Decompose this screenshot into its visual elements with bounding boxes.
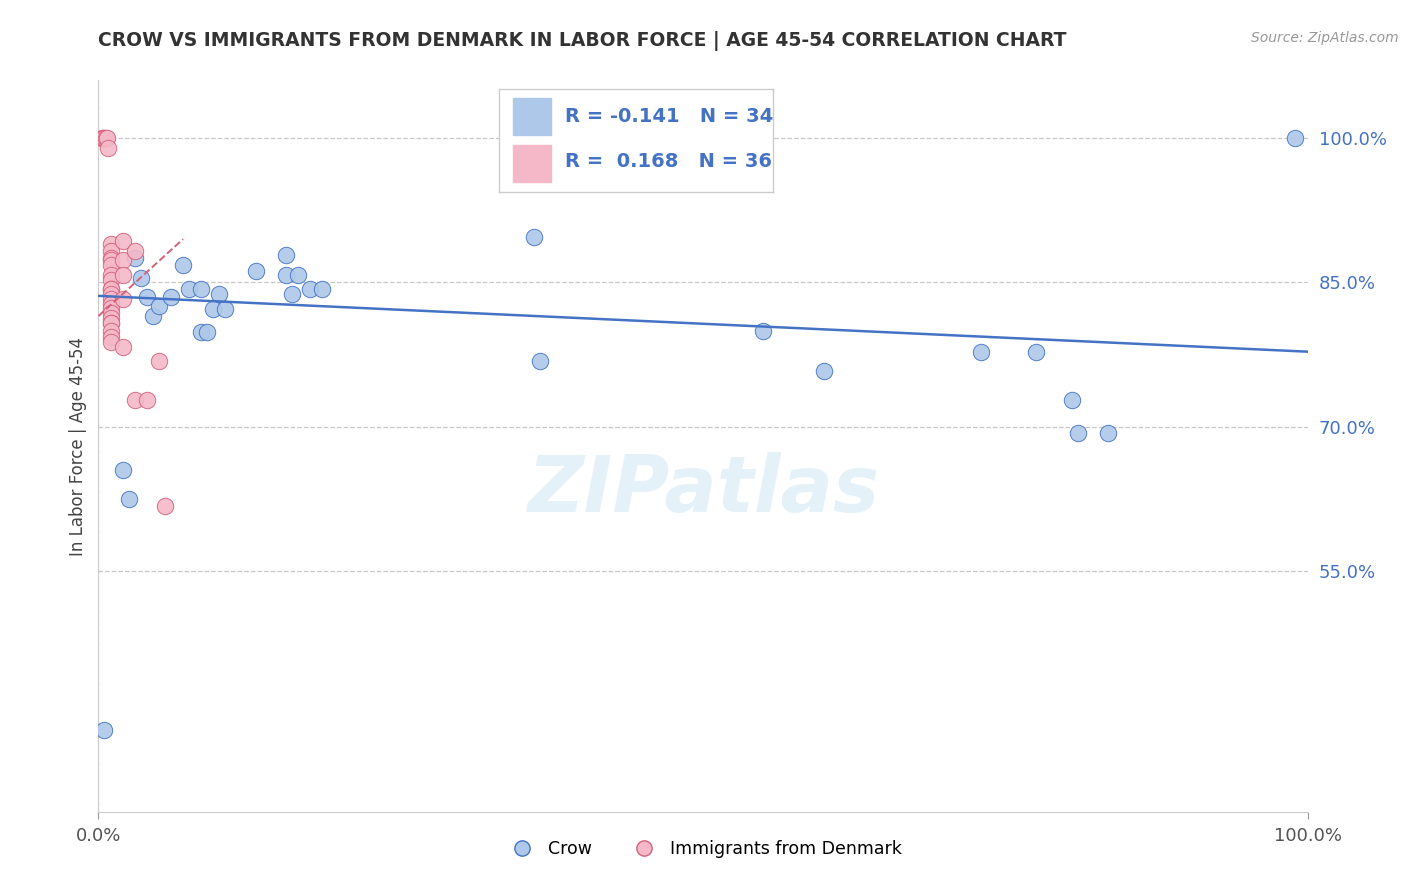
Point (1060, 392, 1083, 407)
Point (195, 326, 218, 340)
Point (100, 316, 122, 330)
Point (245, 264, 267, 278)
Text: R =  0.168   N = 36: R = 0.168 N = 36 (565, 152, 772, 170)
Text: Source: ZipAtlas.com: Source: ZipAtlas.com (1251, 31, 1399, 45)
Point (208, 287, 231, 301)
Point (274, 268, 297, 282)
Point (311, 282, 333, 296)
Point (190, 282, 212, 296)
Point (1097, 426, 1119, 441)
Point (153, 499, 176, 513)
Point (129, 270, 152, 285)
Point (135, 392, 157, 407)
Point (100, 244, 122, 258)
Point (1024, 344, 1046, 359)
Y-axis label: In Labor Force | Age 45-54: In Labor Force | Age 45-54 (69, 336, 87, 556)
Point (100, 311, 122, 326)
Point (179, 282, 201, 296)
Text: CROW VS IMMIGRANTS FROM DENMARK IN LABOR FORCE | AGE 45-54 CORRELATION CHART: CROW VS IMMIGRANTS FROM DENMARK IN LABOR… (98, 31, 1067, 51)
Point (148, 300, 170, 314)
Point (100, 306, 122, 320)
Point (752, 324, 775, 338)
Point (100, 330, 122, 344)
Point (111, 463, 134, 477)
Point (111, 340, 134, 354)
Point (190, 326, 212, 340)
Point (124, 392, 146, 407)
Point (93, 131, 115, 145)
Point (281, 287, 304, 301)
Point (100, 301, 122, 316)
Point (94, 131, 117, 145)
Point (100, 316, 122, 330)
Point (100, 252, 122, 266)
Point (100, 268, 122, 282)
Point (160, 290, 183, 304)
Point (97, 141, 120, 155)
Point (100, 282, 122, 296)
Point (124, 244, 146, 258)
Point (91, 131, 114, 145)
Point (100, 324, 122, 338)
Point (1284, 131, 1306, 145)
Point (172, 258, 194, 272)
Point (118, 491, 141, 506)
Text: ZIPatlas: ZIPatlas (527, 452, 879, 528)
Legend: Crow, Immigrants from Denmark: Crow, Immigrants from Denmark (498, 833, 908, 865)
Point (523, 230, 546, 244)
Point (111, 253, 134, 268)
Point (100, 258, 122, 272)
Point (287, 268, 309, 282)
Point (813, 364, 835, 378)
Bar (513, 145, 551, 181)
Point (100, 292, 122, 306)
Point (970, 344, 993, 359)
Point (100, 282, 122, 296)
Point (111, 292, 134, 306)
Point (202, 302, 225, 317)
Point (100, 253, 122, 268)
Point (111, 234, 134, 248)
Point (529, 354, 551, 368)
Point (96, 131, 118, 145)
Bar (513, 98, 551, 136)
Point (111, 268, 134, 282)
Point (214, 302, 236, 317)
Point (100, 296, 122, 310)
Point (299, 282, 322, 296)
Point (1067, 426, 1090, 441)
Point (100, 272, 122, 286)
Point (100, 334, 122, 349)
Point (135, 290, 157, 304)
Point (124, 252, 146, 266)
Point (93, 723, 115, 737)
Text: R = -0.141   N = 34: R = -0.141 N = 34 (565, 107, 773, 127)
Point (142, 309, 165, 323)
Point (100, 236, 122, 251)
Point (91, 131, 114, 145)
Point (274, 248, 297, 262)
Point (148, 354, 170, 368)
Point (100, 287, 122, 301)
